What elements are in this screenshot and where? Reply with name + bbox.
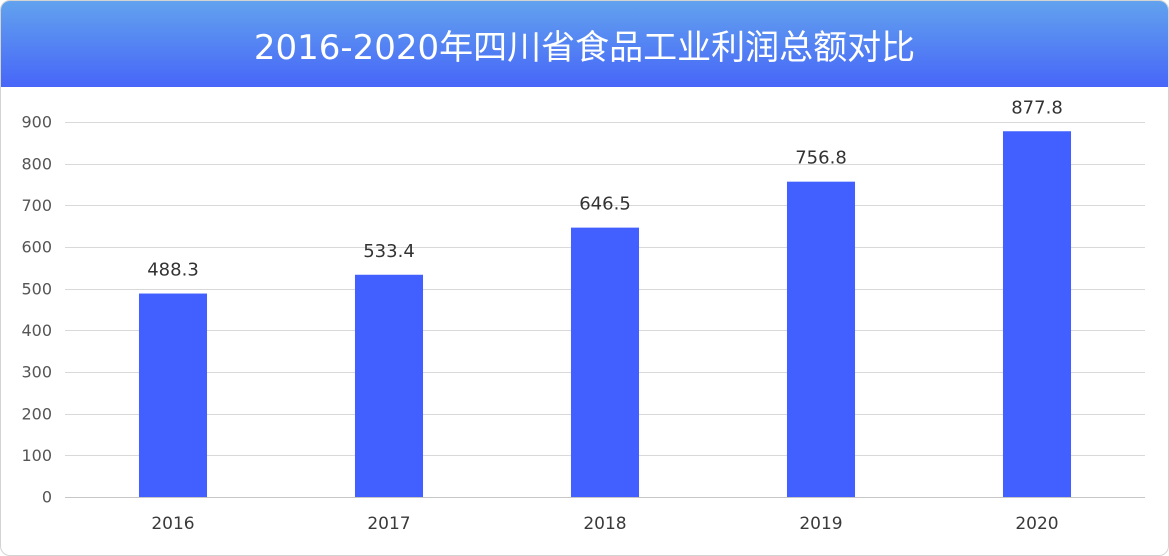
bar [570, 227, 640, 497]
data-labels: 488.3 533.4 646.5 756.8 877.8 [147, 97, 1063, 280]
bar [786, 181, 856, 497]
y-tick-label: 100 [21, 446, 52, 465]
data-label: 877.8 [1011, 97, 1063, 118]
y-axis-ticks: 0 100 200 300 400 500 600 700 800 900 [21, 113, 52, 507]
bars [138, 131, 1072, 497]
y-tick-label: 200 [21, 404, 52, 423]
x-tick-label: 2016 [151, 514, 194, 534]
data-label: 488.3 [147, 260, 199, 281]
chart-header: 2016-2020年四川省食品工业利润总额对比 [1, 1, 1168, 87]
bar [354, 274, 424, 497]
data-label: 646.5 [579, 194, 631, 215]
y-tick-label: 800 [21, 154, 52, 173]
x-tick-label: 2018 [583, 514, 626, 534]
x-axis-ticks: 2016 2017 2018 2019 2020 [151, 514, 1058, 534]
data-label: 756.8 [795, 148, 847, 169]
y-tick-label: 400 [21, 321, 52, 340]
bar [1002, 131, 1072, 497]
y-tick-label: 900 [21, 113, 52, 132]
y-tick-label: 0 [42, 488, 52, 507]
y-tick-label: 600 [21, 238, 52, 257]
y-tick-label: 500 [21, 279, 52, 298]
x-tick-label: 2020 [1015, 514, 1058, 534]
x-tick-label: 2019 [799, 514, 842, 534]
y-tick-label: 300 [21, 363, 52, 382]
chart-title: 2016-2020年四川省食品工业利润总额对比 [253, 27, 916, 68]
x-tick-label: 2017 [367, 514, 410, 534]
data-label: 533.4 [363, 241, 415, 262]
bar [138, 293, 208, 497]
y-tick-label: 700 [21, 196, 52, 215]
